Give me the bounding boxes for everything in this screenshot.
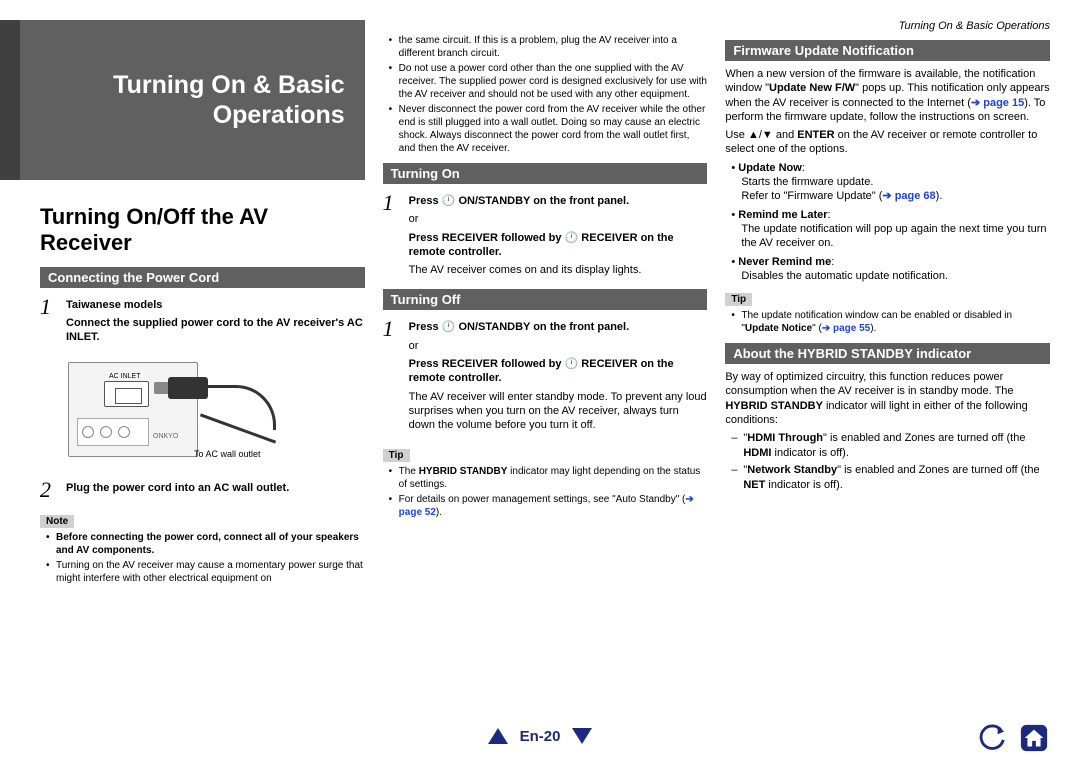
hybrid-conditions: "HDMI Through" is enabled and Zones are … [725, 431, 1050, 492]
note-label: Note [40, 515, 74, 528]
step-1-model: Taiwanese models [66, 298, 365, 312]
prev-page-button[interactable] [488, 728, 508, 744]
outlet-label: To AC wall outlet [194, 449, 261, 459]
chapter-banner: Turning On & Basic Operations [0, 20, 365, 180]
off-step-1a: Press 🕛 ON/STANDBY on the front panel. [409, 320, 708, 334]
step-1: 1 Taiwanese models Connect the supplied … [40, 294, 365, 349]
tip-list: The HYBRID STANDBY indicator may light d… [389, 465, 708, 519]
tip-list-3: The update notification window can be en… [731, 309, 1050, 335]
off-result: The AV receiver will enter standby mode.… [409, 390, 708, 433]
options-list: • Update Now: Starts the firmware update… [731, 161, 1050, 283]
step-number: 2 [40, 477, 58, 503]
tip-label: Tip [383, 449, 410, 462]
sub-connecting-power: Connecting the Power Cord [40, 267, 365, 288]
off-step-1: 1 Press 🕛 ON/STANDBY on the front panel.… [383, 316, 708, 436]
note-list-cont: the same circuit. If this is a problem, … [389, 34, 708, 155]
page-number: En-20 [520, 728, 561, 745]
back-icon[interactable] [976, 722, 1008, 754]
inlet-label: AC INLET [109, 373, 141, 380]
off-step-1b: Press RECEIVER followed by 🕛 RECEIVER on… [409, 357, 708, 386]
step-number: 1 [383, 190, 401, 281]
home-icon[interactable] [1018, 722, 1050, 754]
page-link-68[interactable]: ➔ page 68 [882, 190, 935, 202]
note-item: Never disconnect the power cord from the… [389, 103, 708, 155]
condition-item: "Network Standby" is enabled and Zones a… [731, 463, 1050, 493]
page-footer: En-20 [0, 718, 1080, 754]
note-item: Turning on the AV receiver may cause a m… [46, 559, 365, 585]
sub-turning-off: Turning Off [383, 289, 708, 310]
fw-paragraph-1: When a new version of the firmware is av… [725, 67, 1050, 124]
page-link-55[interactable]: ➔ page 55 [822, 323, 870, 334]
brand-label: ONKYO [153, 433, 178, 440]
sub-hybrid-standby: About the HYBRID STANDBY indicator [725, 343, 1050, 364]
note-list: Before connecting the power cord, connec… [46, 531, 365, 585]
section-title: Turning On/Off the AV Receiver [40, 204, 365, 257]
fw-paragraph-2: Use ▲/▼ and ENTER on the AV receiver or … [725, 128, 1050, 157]
step-number: 1 [40, 294, 58, 349]
sub-firmware-update: Firmware Update Notification [725, 40, 1050, 61]
step-1-text: Connect the supplied power cord to the A… [66, 316, 365, 345]
step-2: 2 Plug the power cord into an AC wall ou… [40, 477, 365, 503]
option-never-remind: • Never Remind me: Disables the automati… [731, 255, 1050, 284]
on-result: The AV receiver comes on and its display… [409, 263, 708, 277]
next-page-button[interactable] [572, 728, 592, 744]
tip-item: The HYBRID STANDBY indicator may light d… [389, 465, 708, 491]
chapter-title: Turning On & Basic Operations [20, 70, 345, 130]
breadcrumb: Turning On & Basic Operations [725, 20, 1050, 32]
sub-turning-on: Turning On [383, 163, 708, 184]
or-text: or [409, 339, 708, 353]
step-number: 1 [383, 316, 401, 436]
on-step-1b: Press RECEIVER followed by 🕛 RECEIVER on… [409, 231, 708, 260]
on-step-1: 1 Press 🕛 ON/STANDBY on the front panel.… [383, 190, 708, 281]
or-text: or [409, 212, 708, 226]
note-cont: the same circuit. If this is a problem, … [389, 34, 708, 60]
option-remind-later: • Remind me Later: The update notificati… [731, 208, 1050, 251]
tip-label: Tip [725, 293, 752, 306]
step-2-text: Plug the power cord into an AC wall outl… [66, 481, 365, 495]
condition-item: "HDMI Through" is enabled and Zones are … [731, 431, 1050, 461]
option-update-now: • Update Now: Starts the firmware update… [731, 161, 1050, 204]
note-item: Do not use a power cord other than the o… [389, 62, 708, 101]
hybrid-paragraph: By way of optimized circuitry, this func… [725, 370, 1050, 427]
tip-item: For details on power management settings… [389, 493, 708, 519]
power-cord-diagram: AC INLET ONKYO To AC wall outlet [68, 357, 298, 467]
tip-item: The update notification window can be en… [731, 309, 1050, 335]
on-step-1a: Press 🕛 ON/STANDBY on the front panel. [409, 194, 708, 208]
page-link-15[interactable]: ➔ page 15 [971, 97, 1024, 109]
note-item: Before connecting the power cord, connec… [46, 531, 365, 557]
